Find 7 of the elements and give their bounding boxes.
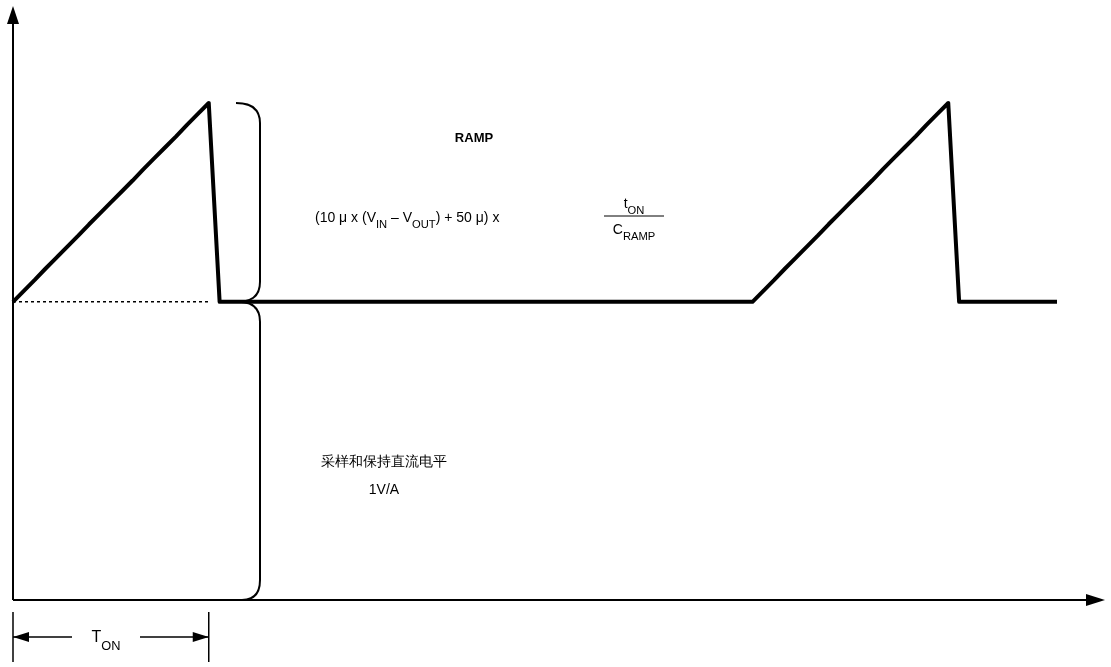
annotation: 1V/A: [368, 481, 400, 497]
text: T$_{ON}$: [91, 628, 121, 653]
annotation: (10 μ x (V$_{IN}$ – V$_{OUT}$) + 50 μ) x: [315, 209, 500, 230]
annotation: C$_{RAMP}$: [612, 221, 656, 242]
annotation: 采样和保持直流电平: [321, 453, 447, 469]
annotation: t$_{ON}$: [623, 195, 645, 216]
annotation: RAMP: [454, 130, 494, 145]
